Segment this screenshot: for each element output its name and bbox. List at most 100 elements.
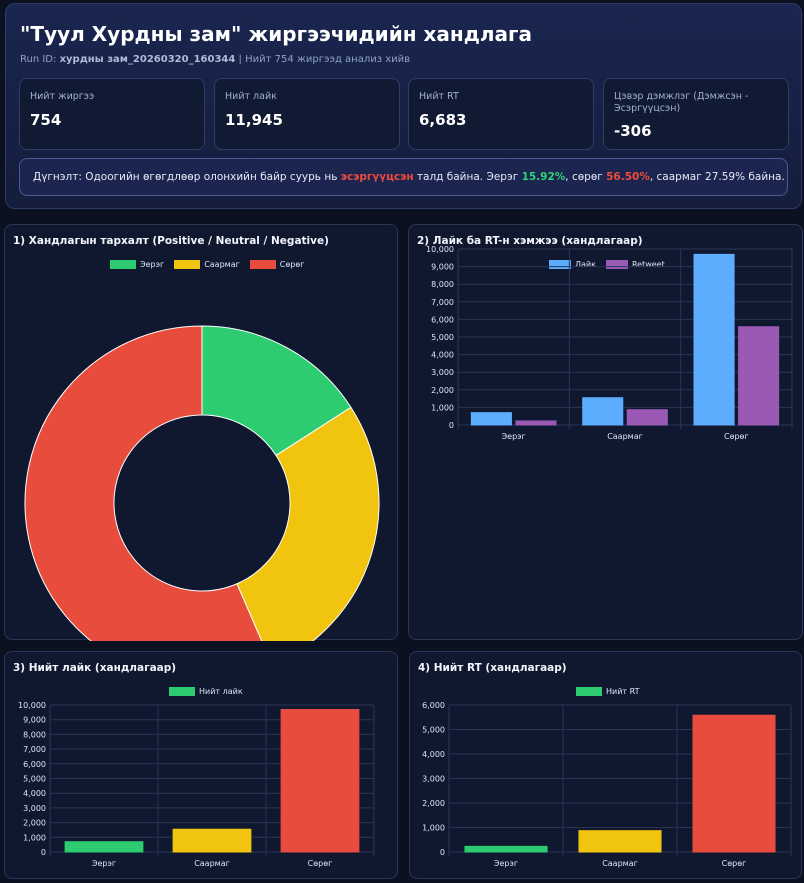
legend-item-total-likes[interactable]: Нийт лайк (169, 687, 243, 696)
y-tick-label: 1,000 (431, 403, 454, 412)
y-tick-label: 0 (449, 421, 454, 430)
header-panel: "Туул Хурдны зам" жиргээчидийн хандлага … (5, 3, 802, 209)
page-title: "Туул Хурдны зам" жиргээчидийн хандлага (20, 22, 532, 46)
x-tick-label: Эерэг (494, 859, 518, 868)
chart-legend: Эерэг Саармаг Сөрөг (110, 260, 304, 269)
x-tick-label: Саармаг (602, 859, 638, 868)
bar (738, 326, 780, 426)
chart-legend: Нийт лайк (169, 687, 243, 696)
y-tick-label: 0 (440, 848, 445, 857)
summary-prefix: Дүгнэлт: Одоогийн өгөгдлөөр олонхийн бай… (33, 171, 341, 183)
y-tick-label: 1,000 (422, 824, 445, 833)
stat-label: Нийт жиргээ (30, 91, 95, 102)
y-tick-label: 6,000 (422, 701, 445, 710)
x-tick-label: Эерэг (92, 859, 116, 868)
chart-title: 4) Нийт RT (хандлагаар) (418, 662, 567, 674)
y-tick-label: 5,000 (422, 726, 445, 735)
donut-slice (24, 325, 263, 641)
y-tick-label: 6,000 (23, 760, 46, 769)
legend-swatch (174, 260, 201, 269)
legend-item-total-rt[interactable]: Нийт RT (576, 687, 639, 696)
stat-label: Нийт лайк (225, 91, 277, 102)
legend-item-positive[interactable]: Эерэг (110, 260, 164, 269)
legend-swatch (169, 687, 195, 696)
run-note: | Нийт 754 жиргээд анализ хийв (238, 54, 411, 65)
chart-title: 3) Нийт лайк (хандлагаар) (13, 662, 177, 674)
x-tick-label: Эерэг (502, 432, 526, 441)
donut-slice (236, 406, 380, 641)
stat-card-total-rt: Нийт RT 6,683 (408, 78, 594, 150)
legend-label: Нийт лайк (199, 687, 243, 696)
bar (582, 397, 624, 426)
bar (64, 841, 144, 853)
x-tick-label: Саармаг (194, 859, 230, 868)
bar (578, 830, 662, 853)
summary-stance: эсэргүүцсэн (340, 171, 414, 183)
legend-item-neutral[interactable]: Саармаг (174, 260, 240, 269)
bar-chart-total-rt: 0 1,000 2,000 3,000 4,000 5,000 6,000 Эерэг Саар… (422, 701, 792, 868)
y-tick-label: 2,000 (23, 819, 46, 828)
y-tick-label: 3,000 (422, 775, 445, 784)
chart-legend: Лайк Retweet (549, 260, 665, 269)
y-tick-label: 9,000 (23, 716, 46, 725)
legend-label: Нийт RT (606, 687, 640, 696)
summary-mid3: , саармаг 27.59% байна. (649, 171, 785, 183)
y-tick-label: 0 (41, 848, 46, 857)
chart-panel-sentiment-distribution: 1) Хандлагын тархалт (Positive / Neutral… (4, 224, 398, 641)
y-tick-label: 7,000 (23, 745, 46, 754)
y-tick-label: 9,000 (431, 263, 454, 272)
stat-card-total-likes: Нийт лайк 11,945 (214, 78, 400, 150)
y-tick-label: 2,000 (422, 799, 445, 808)
summary-negative-pct: 56.50% (606, 171, 650, 183)
x-tick-label: Сөрөг (724, 432, 749, 441)
legend-label: Retweet (631, 260, 665, 269)
y-tick-label: 3,000 (23, 804, 46, 813)
legend-swatch (110, 260, 136, 269)
stat-value: 11,945 (225, 111, 283, 129)
legend-swatch (576, 687, 602, 696)
bar-chart-likes-rt: 0 1,000 2,000 3,000 4,000 5,000 6,000 7,000 8,00… (426, 245, 793, 441)
legend-swatch (605, 260, 628, 269)
bar (464, 845, 548, 853)
chart-title: 1) Хандлагын тархалт (Positive / Neutral… (13, 235, 329, 247)
y-tick-label: 1,000 (23, 833, 46, 842)
bar (692, 714, 776, 853)
bar (693, 253, 735, 426)
y-tick-label: 8,000 (431, 280, 454, 289)
bar (626, 409, 668, 426)
bar (172, 828, 252, 853)
x-tick-label: Саармаг (607, 432, 643, 441)
chart-panel-total-rt: 4) Нийт RT (хандлагаар) Нийт RT 0 1,000 2,… (409, 651, 802, 879)
chart-panel-total-likes: 3) Нийт лайк (хандлагаар) Нийт лайк 0 1,0… (4, 651, 398, 879)
legend-item-negative[interactable]: Сөрөг (249, 260, 304, 269)
y-tick-label: 10,000 (18, 701, 46, 710)
x-tick-label: Сөрөг (722, 859, 747, 868)
donut-chart (24, 325, 380, 641)
bar (470, 412, 512, 426)
legend-swatch (549, 260, 571, 269)
chart-legend: Нийт RT (576, 687, 639, 696)
chart-panel-likes-rt: 2) Лайк ба RT-н хэмжээ (хандлагаар) Лайк… (408, 224, 803, 640)
y-tick-label: 10,000 (426, 245, 454, 254)
legend-item-likes[interactable]: Лайк (549, 260, 596, 269)
legend-label: Лайк (575, 260, 596, 269)
y-tick-label: 3,000 (431, 368, 454, 377)
y-tick-label: 5,000 (23, 775, 46, 784)
run-id-label: Run ID: (20, 54, 57, 65)
stat-value: 6,683 (419, 111, 467, 129)
bar-chart-total-likes: 0 1,000 2,000 3,000 4,000 5,000 6,000 7,000 8,00… (18, 701, 375, 868)
y-tick-label: 7,000 (431, 298, 454, 307)
bar (280, 708, 360, 853)
summary-mid2: , сөрөг (565, 171, 607, 183)
stat-label: Цэвэр дэмжлэг (Дэмжсэн - Эсэргүүцсэн) (614, 91, 749, 114)
legend-item-retweets[interactable]: Retweet (605, 260, 665, 269)
y-tick-label: 8,000 (23, 730, 46, 739)
run-info: Run ID: хурдны зам_20260320_160344 | Ний… (20, 54, 410, 65)
stat-value: -306 (614, 122, 652, 140)
legend-label: Эерэг (140, 260, 165, 269)
stat-value: 754 (30, 111, 62, 129)
legend-label: Саармаг (204, 260, 240, 269)
y-tick-label: 4,000 (422, 750, 445, 759)
stat-card-net-support: Цэвэр дэмжлэг (Дэмжсэн - Эсэргүүцсэн) -3… (603, 78, 789, 150)
y-tick-label: 2,000 (431, 386, 454, 395)
